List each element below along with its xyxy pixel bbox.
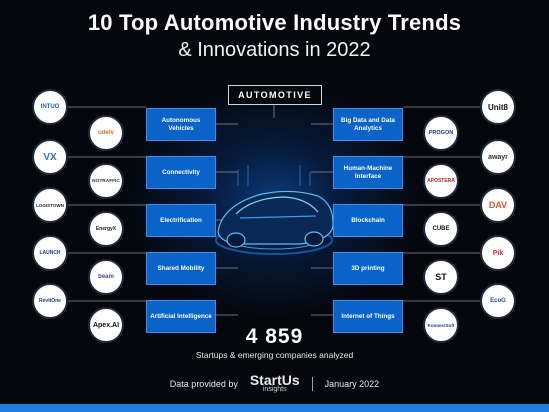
startup-logo: beam (88, 259, 124, 295)
trend-3d-printing: 3D printing (333, 252, 403, 285)
startup-logo: EcoG (480, 283, 516, 319)
trend-iot: Internet of Things (333, 300, 403, 333)
title-line-2: & Innovations in 2022 (178, 39, 371, 61)
startup-logo: awayr (480, 139, 516, 175)
startup-logo: INTUO (32, 89, 68, 125)
startup-logo: Pik (480, 235, 516, 271)
trend-electrification: Electrification (146, 204, 216, 237)
footer: Data provided by StartUs insights Januar… (0, 372, 549, 396)
bottom-accent-bar (0, 404, 549, 412)
trend-connectivity: Connectivity (146, 156, 216, 189)
startup-logo: RevItOne (32, 283, 68, 319)
startup-logo: DAV (480, 187, 516, 223)
startup-logo: LAUNCH (32, 235, 68, 271)
brand-sub: insights (262, 386, 287, 393)
trend-blockchain: Blockchain (333, 204, 403, 237)
startup-logo: EnergyX (88, 211, 124, 247)
startup-logo: VX (32, 139, 68, 175)
brand-name: StartUs (249, 372, 300, 388)
trend-shared-mobility: Shared Mobility (146, 252, 216, 285)
startus-logo: StartUs insights (249, 372, 300, 394)
startup-count-caption: Startups & emerging companies analyzed (195, 350, 354, 360)
trend-artificial-intelligence: Artificial Intelligence (146, 300, 216, 333)
startup-logo: CUBE (423, 211, 459, 247)
title-line-1: 10 Top Automotive Industry Trends (87, 10, 462, 35)
startup-count: 4 859 (245, 325, 304, 348)
startup-logo: PROGON (423, 115, 459, 151)
startup-logo: Unit8 (480, 89, 516, 125)
startup-logo: udelv (88, 115, 124, 151)
startup-logo: Apex.AI (88, 307, 124, 343)
footer-provided-text: Data provided by (169, 379, 238, 389)
startup-logo: NOTRAFFIC (88, 163, 124, 199)
trend-big-data: Big Data and Data Analytics (333, 108, 403, 141)
startup-logo: ST (423, 259, 459, 295)
car-illustration (215, 165, 334, 255)
trend-autonomous-vehicles: Autonomous Vehicles (146, 108, 216, 141)
category-label: AUTOMOTIVE (228, 85, 322, 105)
startup-logo: LOGISTOWN (32, 187, 68, 223)
footer-date: January 2022 (324, 379, 380, 389)
footer-divider (311, 377, 313, 391)
startup-logo: KonnectSoft (423, 307, 459, 343)
trend-hmi: Human-Machine Interface (333, 156, 403, 189)
startup-logo: APOSTERA (423, 163, 459, 199)
